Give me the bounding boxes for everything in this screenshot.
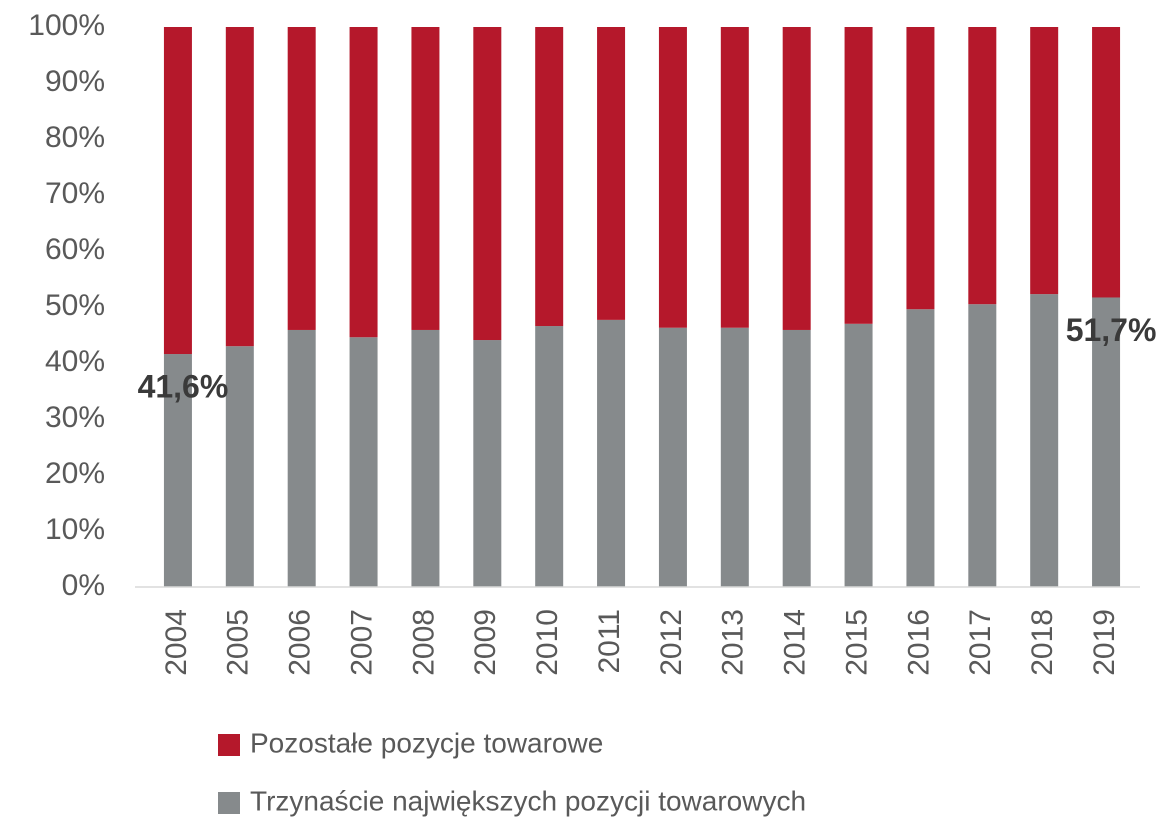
bar-segment (844, 323, 873, 587)
bar-segment (597, 27, 626, 320)
data-label: 41,6% (138, 368, 229, 404)
y-tick-label: 40% (45, 345, 105, 378)
y-tick-label: 70% (45, 177, 105, 210)
x-tick-label: 2009 (469, 609, 502, 676)
bar-segment (1092, 27, 1121, 298)
bar-segment (1092, 297, 1121, 587)
x-tick-label: 2006 (284, 609, 317, 676)
bar-segment (287, 27, 316, 330)
bar-segment (473, 27, 502, 341)
bar-segment (349, 337, 378, 587)
bar-segment (968, 27, 997, 305)
bar-segment (473, 340, 502, 587)
bar-segment (163, 354, 192, 587)
x-tick-label: 2016 (902, 609, 935, 676)
x-tick-label: 2004 (160, 609, 193, 676)
bar-segment (225, 346, 254, 587)
bar-segment (287, 329, 316, 587)
bar-segment (225, 27, 254, 347)
y-tick-label: 100% (28, 9, 105, 42)
bar-segment (720, 27, 749, 328)
bar-segment (1030, 27, 1059, 295)
bar-segment (411, 329, 440, 587)
bar-segment (1030, 294, 1059, 587)
y-tick-label: 20% (45, 457, 105, 490)
bar-segment (782, 329, 811, 587)
x-tick-label: 2013 (717, 609, 750, 676)
bar-segment (906, 27, 935, 310)
bar-segment (658, 27, 687, 328)
y-tick-label: 80% (45, 121, 105, 154)
bar-segment (906, 309, 935, 587)
y-tick-label: 30% (45, 401, 105, 434)
x-tick-label: 2005 (222, 609, 255, 676)
x-tick-label: 2007 (345, 609, 378, 676)
bar-segment (720, 327, 749, 587)
bar-segment (597, 319, 626, 587)
y-tick-label: 60% (45, 233, 105, 266)
bar-segment (163, 27, 192, 355)
bar-segment (968, 304, 997, 587)
data-label: 51,7% (1066, 312, 1157, 348)
legend-label: Pozostałe pozycje towarowe (250, 727, 603, 758)
legend-label: Trzynaście największych pozycji towarowy… (250, 785, 806, 816)
x-tick-label: 2011 (593, 609, 626, 674)
x-tick-label: 2008 (407, 609, 440, 676)
x-tick-label: 2019 (1088, 609, 1121, 676)
bar-segment (658, 327, 687, 587)
x-tick-label: 2015 (840, 609, 873, 676)
y-tick-label: 10% (45, 513, 105, 546)
x-tick-label: 2010 (531, 609, 564, 676)
bar-segment (535, 326, 564, 587)
bar-segment (411, 27, 440, 330)
y-tick-label: 50% (45, 289, 105, 322)
y-tick-label: 0% (62, 569, 105, 602)
y-tick-label: 90% (45, 65, 105, 98)
x-tick-label: 2014 (779, 609, 812, 676)
x-tick-label: 2017 (964, 609, 997, 676)
bar-segment (535, 27, 564, 327)
bar-segment (349, 27, 378, 338)
legend-swatch (218, 792, 240, 814)
bar-segment (782, 27, 811, 330)
bar-segment (844, 27, 873, 324)
x-tick-label: 2012 (655, 609, 688, 676)
x-tick-label: 2018 (1026, 609, 1059, 676)
legend-swatch (218, 734, 240, 756)
